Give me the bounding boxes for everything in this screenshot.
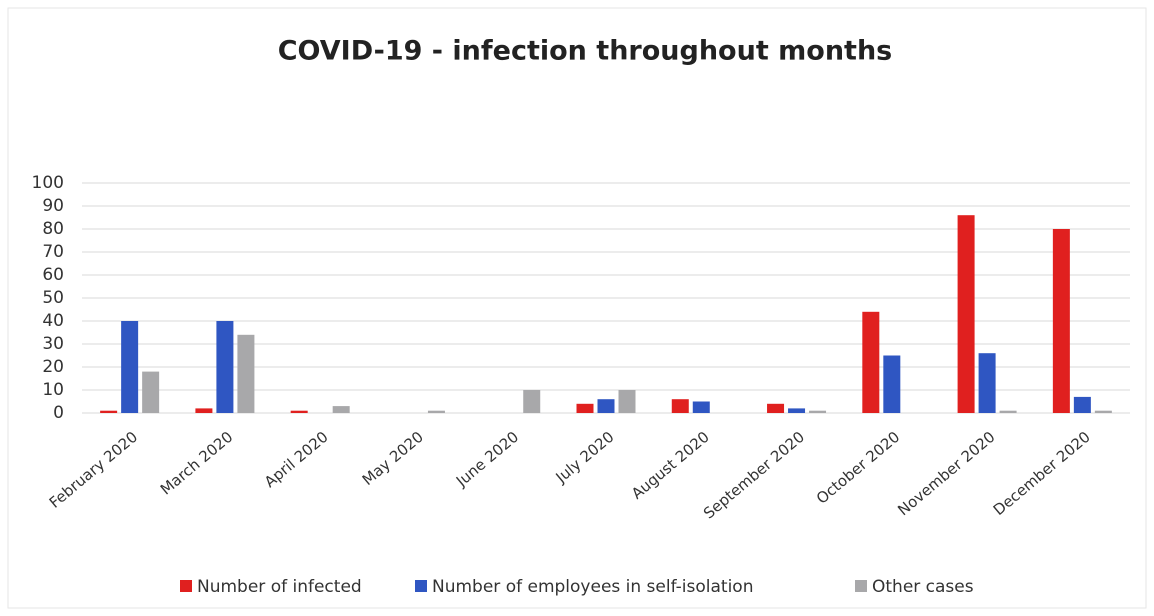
bar: [692, 401, 710, 413]
bar: [237, 334, 255, 413]
legend-label: Number of employees in self-isolation: [432, 577, 753, 597]
bar: [883, 355, 901, 413]
chart-title: COVID-19 - infection throughout months: [278, 36, 893, 67]
y-tick-label: 70: [42, 242, 64, 262]
bar: [100, 410, 118, 413]
y-tick-label: 60: [42, 265, 64, 285]
bar: [978, 353, 996, 413]
y-tick-label: 0: [53, 403, 64, 423]
bar: [809, 410, 827, 413]
y-tick-label: 10: [42, 380, 64, 400]
bar: [427, 410, 445, 413]
bar: [767, 403, 785, 413]
y-tick-label: 90: [42, 196, 64, 216]
bar: [957, 215, 975, 413]
legend-label: Number of infected: [197, 577, 362, 597]
bar: [332, 406, 350, 413]
chart-frame: [7, 7, 1147, 609]
bar: [523, 390, 541, 413]
bar: [195, 408, 213, 413]
bar: [576, 403, 594, 413]
legend-label: Other cases: [872, 577, 974, 597]
bar: [671, 399, 689, 413]
legend-swatch: [855, 580, 867, 592]
bar: [1094, 410, 1112, 413]
y-tick-label: 30: [42, 334, 64, 354]
y-tick-label: 100: [32, 173, 64, 193]
bar: [999, 410, 1017, 413]
bar: [290, 410, 308, 413]
bar: [597, 399, 615, 413]
bar: [788, 408, 806, 413]
y-tick-label: 20: [42, 357, 64, 377]
bar: [216, 321, 234, 413]
y-tick-label: 40: [42, 311, 64, 331]
bar: [1073, 396, 1091, 413]
legend-swatch: [415, 580, 427, 592]
bar: [121, 321, 139, 413]
bar: [142, 371, 160, 413]
bar: [1052, 229, 1070, 413]
bar: [862, 311, 880, 413]
bar: [618, 390, 636, 413]
y-tick-label: 50: [42, 288, 64, 308]
legend-swatch: [180, 580, 192, 592]
y-tick-label: 80: [42, 219, 64, 239]
